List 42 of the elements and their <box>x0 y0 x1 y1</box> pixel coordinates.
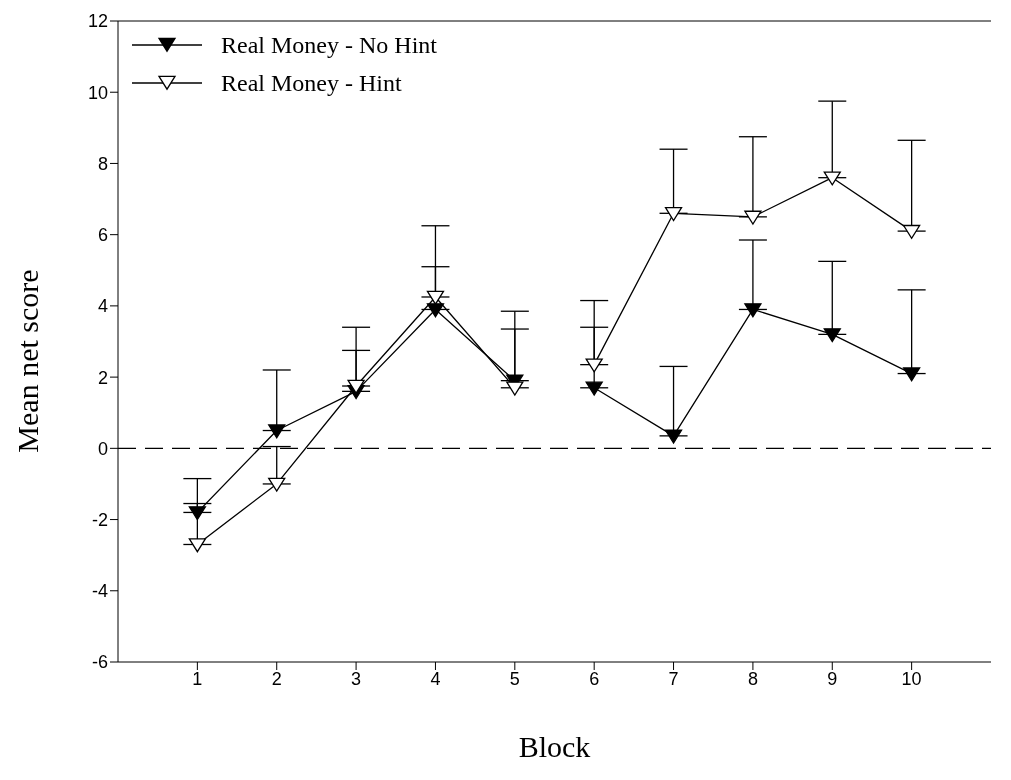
point <box>902 224 921 239</box>
point <box>188 538 207 553</box>
point <box>744 210 762 225</box>
x-tick-label: 8 <box>747 668 758 689</box>
y-tick-label: -6 <box>91 652 108 673</box>
x-tick-label: 2 <box>271 668 282 689</box>
y-tick-label: -2 <box>91 509 108 530</box>
point <box>268 424 286 439</box>
point <box>664 207 683 222</box>
point <box>426 290 445 305</box>
y-axis-title: Mean net score <box>11 269 45 453</box>
y-tick-label: 2 <box>97 367 108 388</box>
y-tick-label: 0 <box>97 438 108 459</box>
y-tick-label: 12 <box>87 11 108 32</box>
y-tick-label: 4 <box>97 296 108 317</box>
legend-label: Real Money - No Hint <box>221 31 437 60</box>
x-tick-label: 9 <box>827 668 838 689</box>
point <box>426 303 445 318</box>
y-tick-label: -4 <box>91 581 108 602</box>
x-tick-label: 4 <box>430 668 441 689</box>
x-tick-label: 7 <box>668 668 679 689</box>
x-tick-label: 3 <box>351 668 362 689</box>
point <box>585 358 603 373</box>
point <box>347 379 365 394</box>
point <box>823 328 841 343</box>
point <box>664 429 683 444</box>
x-tick-label: 10 <box>901 668 922 689</box>
point <box>823 171 841 186</box>
point <box>744 303 762 318</box>
y-tick-label: 10 <box>87 82 108 103</box>
x-tick-label: 6 <box>589 668 600 689</box>
y-tick-label: 8 <box>97 153 108 174</box>
x-tick-label: 1 <box>192 668 203 689</box>
point <box>506 381 524 396</box>
x-axis-title: Block <box>517 730 592 764</box>
point <box>268 477 286 492</box>
legend-label: Real Money - Hint <box>221 69 402 98</box>
point <box>188 506 207 521</box>
point <box>902 367 921 382</box>
point <box>585 381 603 396</box>
y-tick-label: 6 <box>97 225 108 246</box>
x-tick-label: 5 <box>509 668 520 689</box>
